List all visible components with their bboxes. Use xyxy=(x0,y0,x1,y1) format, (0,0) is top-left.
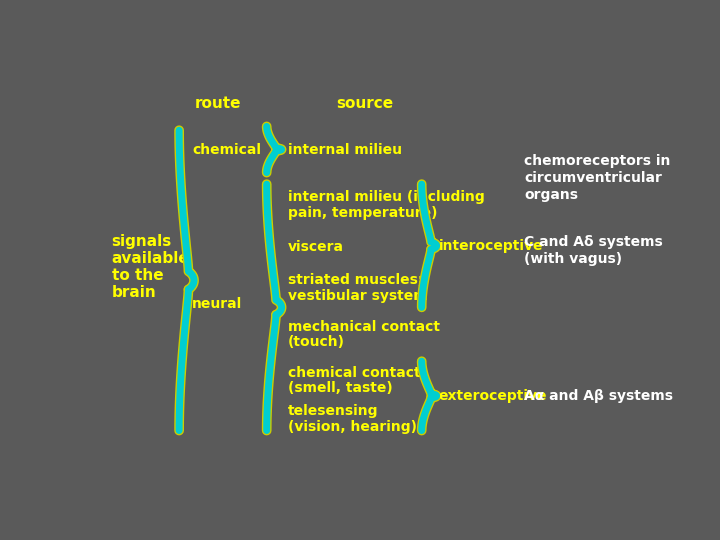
Text: brain: brain xyxy=(112,285,156,300)
Text: chemical contact: chemical contact xyxy=(287,366,420,380)
Text: internal milieu (including: internal milieu (including xyxy=(287,190,485,204)
Text: organs: organs xyxy=(524,188,578,202)
Text: viscera: viscera xyxy=(287,240,343,254)
Text: C and Aδ systems: C and Aδ systems xyxy=(524,235,662,249)
Text: chemical: chemical xyxy=(192,143,261,157)
Text: Aα and Aβ systems: Aα and Aβ systems xyxy=(524,389,673,403)
Text: vestibular system: vestibular system xyxy=(287,289,427,303)
Text: mechanical contact: mechanical contact xyxy=(287,320,440,334)
Text: chemoreceptors in: chemoreceptors in xyxy=(524,154,670,168)
Text: neural: neural xyxy=(192,296,243,310)
Text: exteroceptive: exteroceptive xyxy=(438,389,547,403)
Text: source: source xyxy=(336,96,394,111)
Text: striated muscles;: striated muscles; xyxy=(287,273,423,287)
Text: (touch): (touch) xyxy=(287,335,345,349)
Text: pain, temperature): pain, temperature) xyxy=(287,206,437,220)
Text: interoceptive: interoceptive xyxy=(438,239,544,253)
Text: telesensing: telesensing xyxy=(287,404,378,418)
Text: available: available xyxy=(112,251,189,266)
Text: (vision, hearing): (vision, hearing) xyxy=(287,420,417,434)
Text: route: route xyxy=(194,96,241,111)
Text: signals: signals xyxy=(112,234,172,249)
Text: to the: to the xyxy=(112,268,163,284)
Text: (with vagus): (with vagus) xyxy=(524,252,622,266)
Text: circumventricular: circumventricular xyxy=(524,171,662,185)
Text: (smell, taste): (smell, taste) xyxy=(287,381,392,395)
Text: internal milieu: internal milieu xyxy=(287,143,402,157)
